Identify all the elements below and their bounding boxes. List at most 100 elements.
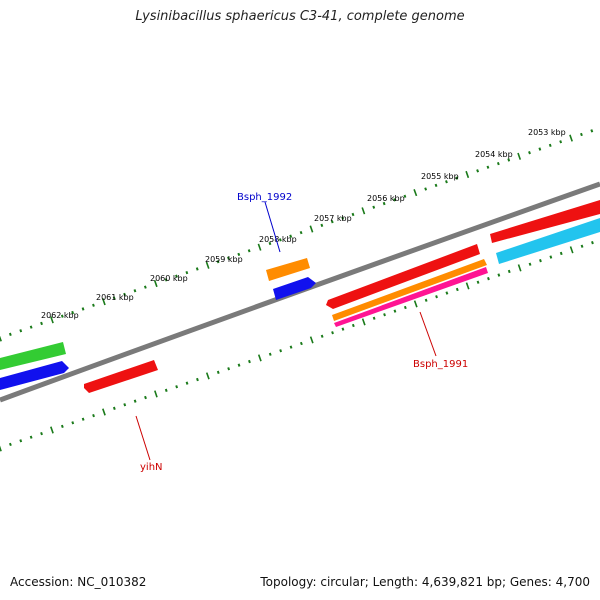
- genome-backbone: [0, 181, 600, 403]
- major-tick: [257, 243, 262, 251]
- features-outer: [0, 200, 600, 390]
- minor-tick: [71, 310, 75, 315]
- minor-tick: [19, 439, 23, 443]
- features-inner: [84, 244, 488, 393]
- feature-label-bsph-1992[interactable]: Bsph_1992: [237, 192, 292, 203]
- scale-label: 2056 kbp: [367, 194, 405, 203]
- minor-tick: [559, 140, 563, 144]
- minor-tick: [445, 291, 449, 295]
- minor-tick: [476, 169, 480, 173]
- major-tick: [205, 372, 210, 380]
- minor-tick: [123, 403, 127, 407]
- gene-feature-cyan-right[interactable]: [496, 218, 600, 264]
- major-tick: [102, 408, 106, 416]
- gene-feature-magenta-inner[interactable]: [334, 267, 488, 327]
- minor-tick: [195, 267, 199, 271]
- scale-label: 2055 kbp: [421, 172, 459, 181]
- major-tick: [465, 282, 470, 290]
- minor-tick: [248, 359, 251, 364]
- minor-tick: [507, 158, 511, 162]
- scale-label: 2054 kbp: [475, 150, 513, 159]
- minor-tick: [268, 352, 272, 356]
- major-tick: [0, 335, 2, 342]
- major-tick: [309, 336, 314, 344]
- minor-tick: [496, 161, 500, 166]
- minor-tick: [403, 194, 407, 198]
- minor-tick: [393, 309, 397, 313]
- minor-tick: [383, 313, 386, 317]
- minor-tick: [81, 417, 85, 421]
- major-tick: [101, 298, 106, 306]
- gene-feature-blue-left[interactable]: [0, 361, 69, 390]
- minor-tick: [424, 187, 428, 191]
- minor-tick: [279, 349, 283, 353]
- minor-tick: [216, 260, 220, 264]
- map-title: Lysinibacillus sphaericus C3-41, complet…: [135, 9, 465, 24]
- leader-line-bsph-1991: [419, 311, 437, 357]
- feature-label-bsph-1991[interactable]: Bsph_1991: [413, 359, 468, 370]
- minor-tick: [393, 198, 396, 202]
- scale-label: 2053 kbp: [528, 128, 566, 137]
- minor-tick: [351, 212, 355, 217]
- scale-label: 2058 kbp: [259, 235, 297, 244]
- minor-tick: [112, 296, 116, 300]
- minor-tick: [185, 270, 189, 275]
- minor-tick: [144, 395, 147, 400]
- gene-feature-blue-small[interactable]: [273, 277, 316, 300]
- major-tick: [153, 279, 158, 288]
- minor-tick: [445, 180, 448, 184]
- major-tick: [205, 261, 210, 269]
- scale-label: 2062 kbp: [41, 311, 79, 320]
- minor-tick: [29, 325, 33, 329]
- minor-tick: [237, 252, 241, 257]
- scale-label: 2059 kbp: [205, 255, 243, 264]
- major-tick: [569, 246, 574, 254]
- minor-tick: [8, 332, 12, 337]
- major-tick: [50, 316, 54, 324]
- minor-tick: [528, 151, 531, 155]
- minor-tick: [507, 269, 511, 274]
- minor-tick: [590, 129, 594, 133]
- major-tick: [465, 170, 470, 179]
- gene-feature-red-bsph-1991[interactable]: [326, 244, 480, 309]
- minor-tick: [497, 273, 501, 277]
- minor-tick: [92, 303, 95, 307]
- minor-tick: [247, 249, 251, 253]
- minor-tick: [476, 280, 480, 284]
- minor-tick: [185, 381, 189, 385]
- minor-tick: [487, 276, 490, 281]
- major-tick: [309, 225, 314, 233]
- minor-tick: [92, 413, 95, 418]
- minor-tick: [372, 205, 376, 209]
- minor-tick: [341, 327, 345, 331]
- major-tick: [413, 300, 418, 308]
- gene-feature-orange-bsph-1992[interactable]: [266, 258, 310, 281]
- minor-tick: [81, 307, 85, 311]
- minor-tick: [424, 298, 428, 302]
- minor-tick: [372, 316, 376, 320]
- feature-label-yihn[interactable]: yihN: [140, 462, 163, 473]
- minor-tick: [434, 183, 438, 188]
- minor-tick: [112, 406, 116, 411]
- major-tick: [257, 354, 262, 362]
- minor-tick: [580, 244, 584, 248]
- gene-feature-red-upper-right[interactable]: [490, 200, 600, 243]
- minor-tick: [299, 230, 303, 235]
- minor-tick: [351, 323, 355, 328]
- minor-tick: [40, 431, 43, 436]
- gene-feature-orange-inner[interactable]: [332, 259, 487, 321]
- gene-feature-green-left[interactable]: [0, 342, 66, 370]
- minor-tick: [268, 241, 272, 246]
- minor-tick: [341, 216, 345, 220]
- minor-tick: [123, 292, 127, 297]
- minor-tick: [549, 255, 553, 259]
- scale-label: 2060 kbp: [150, 274, 188, 283]
- minor-tick: [403, 305, 407, 310]
- minor-tick: [289, 345, 293, 349]
- gene-feature-red-yihn[interactable]: [84, 360, 158, 393]
- minor-tick: [289, 234, 293, 238]
- minor-tick: [539, 258, 542, 263]
- inner-scale-ticks: [0, 240, 594, 452]
- minor-tick: [455, 176, 459, 180]
